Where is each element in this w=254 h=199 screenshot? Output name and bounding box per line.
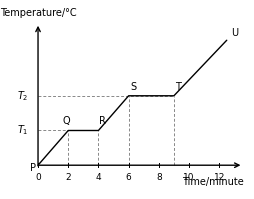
Text: R: R xyxy=(99,116,106,126)
Text: 8: 8 xyxy=(156,173,162,182)
Text: 12: 12 xyxy=(214,173,225,182)
Text: $T_1$: $T_1$ xyxy=(18,124,29,137)
Text: P: P xyxy=(30,163,36,173)
Text: $T_2$: $T_2$ xyxy=(18,89,29,103)
Text: 10: 10 xyxy=(183,173,195,182)
Text: Temperature/°C: Temperature/°C xyxy=(0,8,76,18)
Text: U: U xyxy=(231,28,239,38)
Text: 6: 6 xyxy=(126,173,132,182)
Text: S: S xyxy=(131,82,137,92)
Text: 4: 4 xyxy=(96,173,101,182)
Text: Q: Q xyxy=(63,116,71,126)
Text: 0: 0 xyxy=(35,173,41,182)
Text: Time/minute: Time/minute xyxy=(182,177,244,187)
Text: T: T xyxy=(176,82,181,92)
Text: 2: 2 xyxy=(66,173,71,182)
